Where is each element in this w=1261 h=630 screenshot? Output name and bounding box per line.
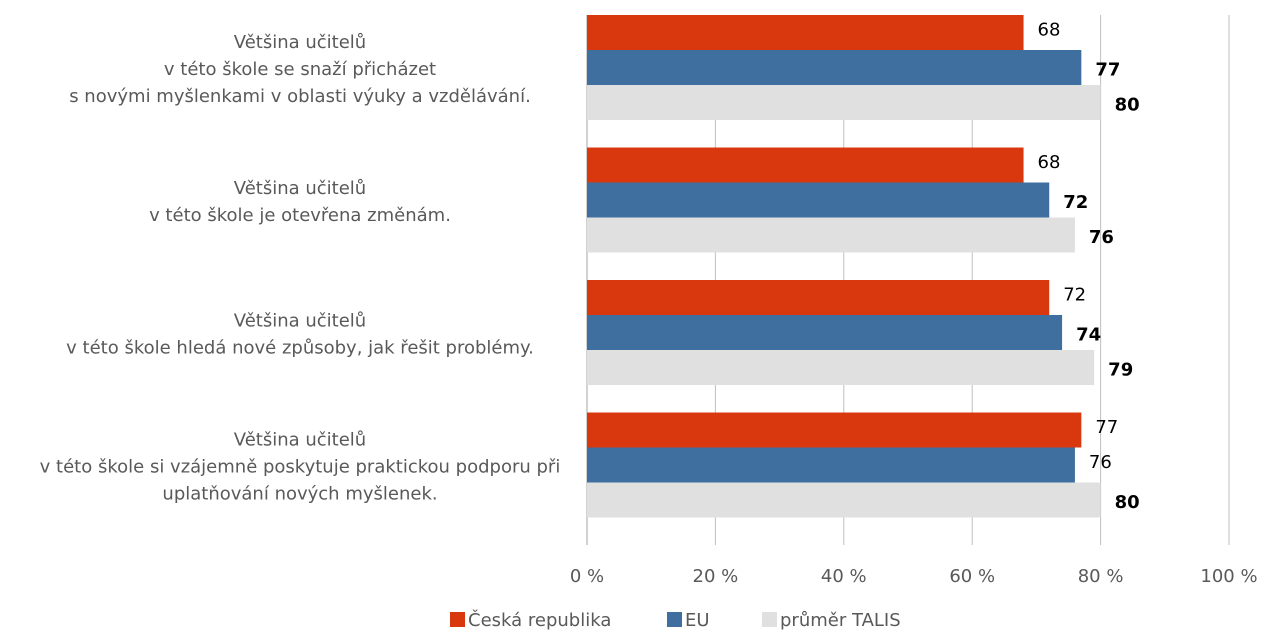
category-label: v této škole si vzájemně poskytuje prakt… [40,457,561,478]
legend-label: Česká republika [468,609,611,630]
bar [587,217,1075,253]
category-label: uplatňování nových myšlenek. [162,484,437,505]
value-label: 68 [1038,20,1061,41]
category-label: s novými myšlenkami v oblasti výuky a vz… [69,86,531,107]
bar [587,280,1050,315]
value-label: 77 [1095,417,1118,438]
bar [587,447,1075,483]
bar [587,147,1024,183]
x-tick-label: 60 % [949,566,995,587]
value-label: 79 [1108,360,1133,381]
bar [587,50,1082,85]
category-label: Většina učitelů [234,430,366,451]
bar [587,350,1095,385]
legend-swatch [762,612,777,627]
x-tick-label: 80 % [1078,566,1124,587]
value-label: 76 [1089,227,1114,248]
category-label: Většina učitelů [234,178,366,199]
value-label: 72 [1063,285,1086,306]
value-label: 80 [1115,95,1140,116]
legend-swatch [450,612,465,627]
legend-swatch [667,612,682,627]
bar [587,85,1101,120]
value-label: 72 [1063,192,1088,213]
bar [587,315,1063,350]
x-tick-label: 0 % [570,566,604,587]
legend-label: průměr TALIS [780,610,901,630]
category-label: Většina učitelů [234,311,366,332]
category-label: v této škole hledá nové způsoby, jak řeš… [66,338,534,359]
bar [587,15,1024,50]
bar [587,482,1101,518]
x-tick-label: 20 % [693,566,739,587]
value-label: 74 [1076,325,1101,346]
x-tick-label: 100 % [1200,566,1257,587]
bar [587,182,1050,218]
category-label: Většina učitelů [234,32,366,53]
value-label: 80 [1115,492,1140,513]
bar [587,412,1082,448]
legend-label: EU [685,610,710,630]
category-label: v této škole se snaží přicházet [164,59,436,80]
x-tick-label: 40 % [821,566,867,587]
value-label: 68 [1038,152,1061,173]
category-label: v této škole je otevřena změnám. [149,205,451,226]
value-label: 76 [1089,452,1112,473]
value-label: 77 [1095,60,1120,81]
